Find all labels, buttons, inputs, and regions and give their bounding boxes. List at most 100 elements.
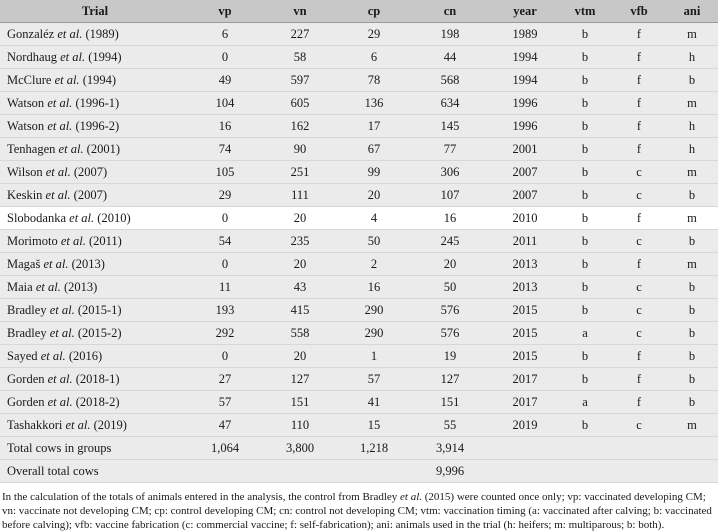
vp-cell: 11	[190, 275, 260, 299]
trial-etal: et al.	[60, 233, 86, 248]
trial-etal: et al.	[47, 95, 73, 110]
cp-cell: 290	[340, 321, 408, 345]
trial-etal: et al.	[57, 26, 83, 41]
vn-cell: 227	[260, 22, 340, 46]
cn-cell: 127	[408, 367, 492, 391]
cn-cell: 576	[408, 321, 492, 345]
year-cell: 2001	[492, 137, 558, 161]
ani-cell: m	[666, 413, 718, 437]
header-vtm: vtm	[558, 0, 612, 23]
table-row: Gorden et al. (2018-2) 57 151 41 151 2017 a f b	[0, 390, 718, 414]
header-vp: vp	[190, 0, 260, 23]
year-cell: 2007	[492, 160, 558, 184]
cp-cell: 290	[340, 298, 408, 322]
trials-table: Trial vp vn cp cn year vtm vfb ani Gonza…	[0, 0, 718, 483]
table-row: Maia et al. (2013) 11 43 16 50 2013 b c b	[0, 275, 718, 299]
vfb-cell: f	[612, 367, 666, 391]
empty-cell	[612, 436, 666, 460]
vp-cell: 47	[190, 413, 260, 437]
trial-author: Gorden	[7, 394, 45, 409]
cn-cell: 151	[408, 390, 492, 414]
trial-year-ref: (2013)	[63, 279, 98, 294]
empty-cell	[558, 436, 612, 460]
vfb-cell: f	[612, 91, 666, 115]
vfb-cell: c	[612, 160, 666, 184]
cp-cell: 16	[340, 275, 408, 299]
trial-year-ref: (1996-2)	[75, 118, 120, 133]
vtm-cell: b	[558, 91, 612, 115]
vfb-cell: c	[612, 321, 666, 345]
trial-year-ref: (2018-2)	[75, 394, 120, 409]
vn-cell: 111	[260, 183, 340, 207]
vfb-cell: c	[612, 229, 666, 253]
trial-cell: Gonzaléz et al. (1989)	[0, 22, 190, 46]
table-row: Gorden et al. (2018-1) 27 127 57 127 2017 b f b	[0, 367, 718, 391]
vtm-cell: b	[558, 275, 612, 299]
table-row: Slobodanka et al. (2010) 0 20 4 16 2010 b f m	[0, 206, 718, 230]
trial-author: Slobodanka	[7, 210, 67, 225]
totals-row: Total cows in groups 1,064 3,800 1,218 3…	[0, 436, 718, 460]
vfb-cell: c	[612, 275, 666, 299]
trial-year-ref: (2015-2)	[77, 325, 122, 340]
trial-cell: Keskin et al. (2007)	[0, 183, 190, 207]
trial-author: Watson	[7, 118, 45, 133]
totals-cp: 1,218	[340, 436, 408, 460]
trial-author: Bradley	[7, 325, 47, 340]
year-cell: 2011	[492, 229, 558, 253]
trial-cell: Gorden et al. (2018-2)	[0, 390, 190, 414]
cp-cell: 2	[340, 252, 408, 276]
table-row: Bradley et al. (2015-2) 292 558 290 576 2015 a…	[0, 321, 718, 345]
trial-author: Tenhagen	[7, 141, 56, 156]
year-cell: 2007	[492, 183, 558, 207]
ani-cell: b	[666, 183, 718, 207]
cp-cell: 20	[340, 183, 408, 207]
year-cell: 2015	[492, 344, 558, 368]
vp-cell: 292	[190, 321, 260, 345]
trial-year-ref: (2001)	[86, 141, 120, 156]
vfb-cell: f	[612, 68, 666, 92]
vn-cell: 90	[260, 137, 340, 161]
cp-cell: 29	[340, 22, 408, 46]
trial-year-ref: (2007)	[73, 187, 107, 202]
vp-cell: 0	[190, 206, 260, 230]
header-cp: cp	[340, 0, 408, 23]
year-cell: 2015	[492, 298, 558, 322]
header-ani: ani	[666, 0, 718, 23]
year-cell: 1996	[492, 114, 558, 138]
trial-author: Gonzaléz	[7, 26, 55, 41]
vn-cell: 235	[260, 229, 340, 253]
trial-author: Bradley	[7, 302, 47, 317]
trial-cell: Gorden et al. (2018-1)	[0, 367, 190, 391]
cn-cell: 55	[408, 413, 492, 437]
trial-author: Wilson	[7, 164, 43, 179]
trial-year-ref: (1994)	[82, 72, 117, 87]
year-cell: 1994	[492, 45, 558, 69]
header-vn: vn	[260, 0, 340, 23]
ani-cell: b	[666, 298, 718, 322]
year-cell: 2010	[492, 206, 558, 230]
vtm-cell: b	[558, 137, 612, 161]
vtm-cell: b	[558, 298, 612, 322]
vp-cell: 6	[190, 22, 260, 46]
trial-etal: et al.	[58, 141, 84, 156]
vtm-cell: b	[558, 252, 612, 276]
header-row: Trial vp vn cp cn year vtm vfb ani	[0, 0, 718, 23]
trial-year-ref: (1989)	[85, 26, 119, 41]
vtm-cell: b	[558, 344, 612, 368]
cp-cell: 41	[340, 390, 408, 414]
cn-cell: 77	[408, 137, 492, 161]
ani-cell: b	[666, 68, 718, 92]
vtm-cell: b	[558, 114, 612, 138]
cp-cell: 17	[340, 114, 408, 138]
ani-cell: b	[666, 367, 718, 391]
year-cell: 2017	[492, 390, 558, 414]
totals-cn: 3,914	[408, 436, 492, 460]
vp-cell: 0	[190, 45, 260, 69]
empty-cell	[492, 436, 558, 460]
vn-cell: 162	[260, 114, 340, 138]
trial-year-ref: (2011)	[88, 233, 122, 248]
overall-cn: 9,996	[408, 459, 492, 483]
trial-etal: et al.	[69, 210, 95, 225]
cp-cell: 136	[340, 91, 408, 115]
table-row: Wilson et al. (2007) 105 251 99 306 2007 b c m	[0, 160, 718, 184]
